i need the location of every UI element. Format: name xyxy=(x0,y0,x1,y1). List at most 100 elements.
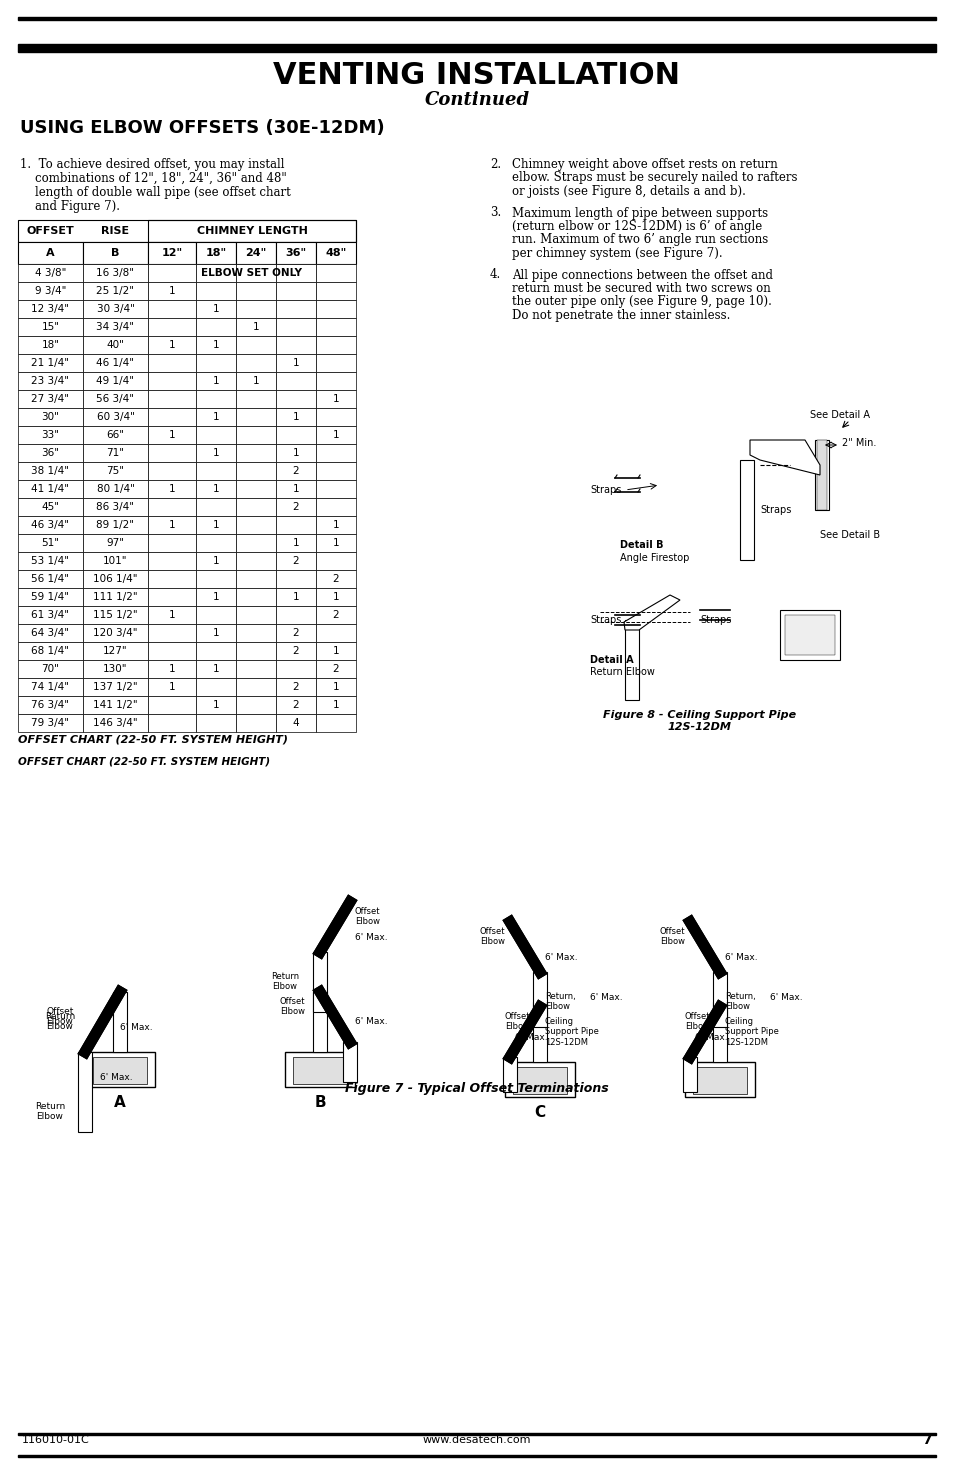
Bar xyxy=(235,372,275,389)
Bar xyxy=(275,354,315,372)
Bar xyxy=(235,714,275,732)
Bar xyxy=(83,282,148,299)
Text: 6' Max.: 6' Max. xyxy=(724,953,757,962)
Text: 70": 70" xyxy=(42,664,59,674)
Text: 6' Max.: 6' Max. xyxy=(769,993,801,1002)
Bar xyxy=(18,336,83,354)
Bar xyxy=(148,372,195,389)
Bar xyxy=(18,220,355,242)
Text: per chimney system (see Figure 7).: per chimney system (see Figure 7). xyxy=(512,246,721,260)
Bar xyxy=(18,1434,935,1435)
Bar xyxy=(148,462,195,479)
Bar xyxy=(148,606,195,624)
Text: 23 3/4": 23 3/4" xyxy=(31,376,70,386)
Text: Return,
Elbow: Return, Elbow xyxy=(724,993,755,1012)
Text: 41 1/4": 41 1/4" xyxy=(31,484,70,494)
Text: Maximum length of pipe between supports: Maximum length of pipe between supports xyxy=(512,207,767,220)
Text: 12": 12" xyxy=(161,248,182,258)
Text: 1: 1 xyxy=(293,591,299,602)
Bar xyxy=(148,589,195,606)
Bar xyxy=(343,1041,356,1083)
Bar xyxy=(18,606,83,624)
Text: 4: 4 xyxy=(293,718,299,729)
Bar xyxy=(275,389,315,409)
Bar xyxy=(275,606,315,624)
Bar xyxy=(83,642,148,659)
Bar xyxy=(18,624,83,642)
Text: 1: 1 xyxy=(333,681,339,692)
Bar xyxy=(148,479,195,499)
Bar xyxy=(18,354,83,372)
Text: 1: 1 xyxy=(213,591,219,602)
Text: 2" Min.: 2" Min. xyxy=(841,438,876,448)
Text: 18": 18" xyxy=(42,341,59,350)
Text: 1: 1 xyxy=(169,664,175,674)
Bar xyxy=(275,479,315,499)
Text: 1: 1 xyxy=(213,412,219,422)
Text: VENTING INSTALLATION: VENTING INSTALLATION xyxy=(274,60,679,90)
Text: 74 1/4": 74 1/4" xyxy=(31,681,70,692)
Text: Offset
Elbow: Offset Elbow xyxy=(684,1012,709,1031)
Bar xyxy=(275,444,315,462)
Bar xyxy=(18,409,83,426)
Bar xyxy=(315,479,355,499)
Text: 2: 2 xyxy=(293,556,299,566)
Text: 66": 66" xyxy=(107,431,125,440)
Bar xyxy=(83,426,148,444)
Bar xyxy=(712,972,726,1027)
Text: 4.: 4. xyxy=(490,268,500,282)
Bar xyxy=(195,282,235,299)
Bar xyxy=(195,444,235,462)
Text: Offset
Elbow: Offset Elbow xyxy=(659,926,684,947)
Text: 46 3/4": 46 3/4" xyxy=(31,521,70,530)
Text: 3.: 3. xyxy=(490,207,500,220)
Text: All pipe connections between the offset and: All pipe connections between the offset … xyxy=(512,268,772,282)
Text: 1: 1 xyxy=(213,448,219,459)
Text: Straps: Straps xyxy=(589,615,620,625)
Bar xyxy=(235,534,275,552)
Bar xyxy=(235,242,275,264)
Bar xyxy=(83,242,148,264)
Text: 61 3/4": 61 3/4" xyxy=(31,611,70,620)
Text: 1: 1 xyxy=(213,521,219,530)
Text: 48": 48" xyxy=(325,248,346,258)
Text: or joists (see Figure 8, details a and b).: or joists (see Figure 8, details a and b… xyxy=(512,184,745,198)
Text: 51": 51" xyxy=(42,538,59,549)
Text: 1: 1 xyxy=(293,538,299,549)
Text: Ceiling
Support Pipe
12S-12DM: Ceiling Support Pipe 12S-12DM xyxy=(724,1016,778,1047)
Text: www.desatech.com: www.desatech.com xyxy=(422,1435,531,1446)
Bar xyxy=(18,319,83,336)
Text: 146 3/4": 146 3/4" xyxy=(93,718,137,729)
Bar xyxy=(692,1066,746,1094)
Text: 4 3/8": 4 3/8" xyxy=(34,268,66,277)
Text: RISE: RISE xyxy=(101,226,130,236)
Text: 1: 1 xyxy=(333,646,339,656)
Bar xyxy=(235,589,275,606)
Bar xyxy=(83,589,148,606)
Text: 127": 127" xyxy=(103,646,128,656)
Text: length of double wall pipe (see offset chart: length of double wall pipe (see offset c… xyxy=(20,186,291,199)
Text: Figure 7 - Typical Offset Terminations: Figure 7 - Typical Offset Terminations xyxy=(345,1083,608,1094)
Bar xyxy=(275,499,315,516)
Bar xyxy=(83,409,148,426)
Bar xyxy=(195,426,235,444)
Text: Angle Firestop: Angle Firestop xyxy=(619,553,689,563)
Bar xyxy=(315,714,355,732)
Bar xyxy=(235,659,275,679)
Bar xyxy=(148,642,195,659)
Text: 2.: 2. xyxy=(490,158,500,171)
Text: See Detail B: See Detail B xyxy=(820,530,880,540)
Text: run. Maximum of two 6’ angle run sections: run. Maximum of two 6’ angle run section… xyxy=(512,233,767,246)
Text: Offset
Elbow: Offset Elbow xyxy=(504,1012,530,1031)
Text: 25 1/2": 25 1/2" xyxy=(96,286,134,296)
Bar xyxy=(195,606,235,624)
Bar xyxy=(235,499,275,516)
Bar xyxy=(315,264,355,282)
Bar xyxy=(235,624,275,642)
Bar xyxy=(195,552,235,569)
Bar xyxy=(83,534,148,552)
Text: 2: 2 xyxy=(293,646,299,656)
Bar xyxy=(315,569,355,589)
Bar xyxy=(816,440,826,510)
Bar xyxy=(195,372,235,389)
